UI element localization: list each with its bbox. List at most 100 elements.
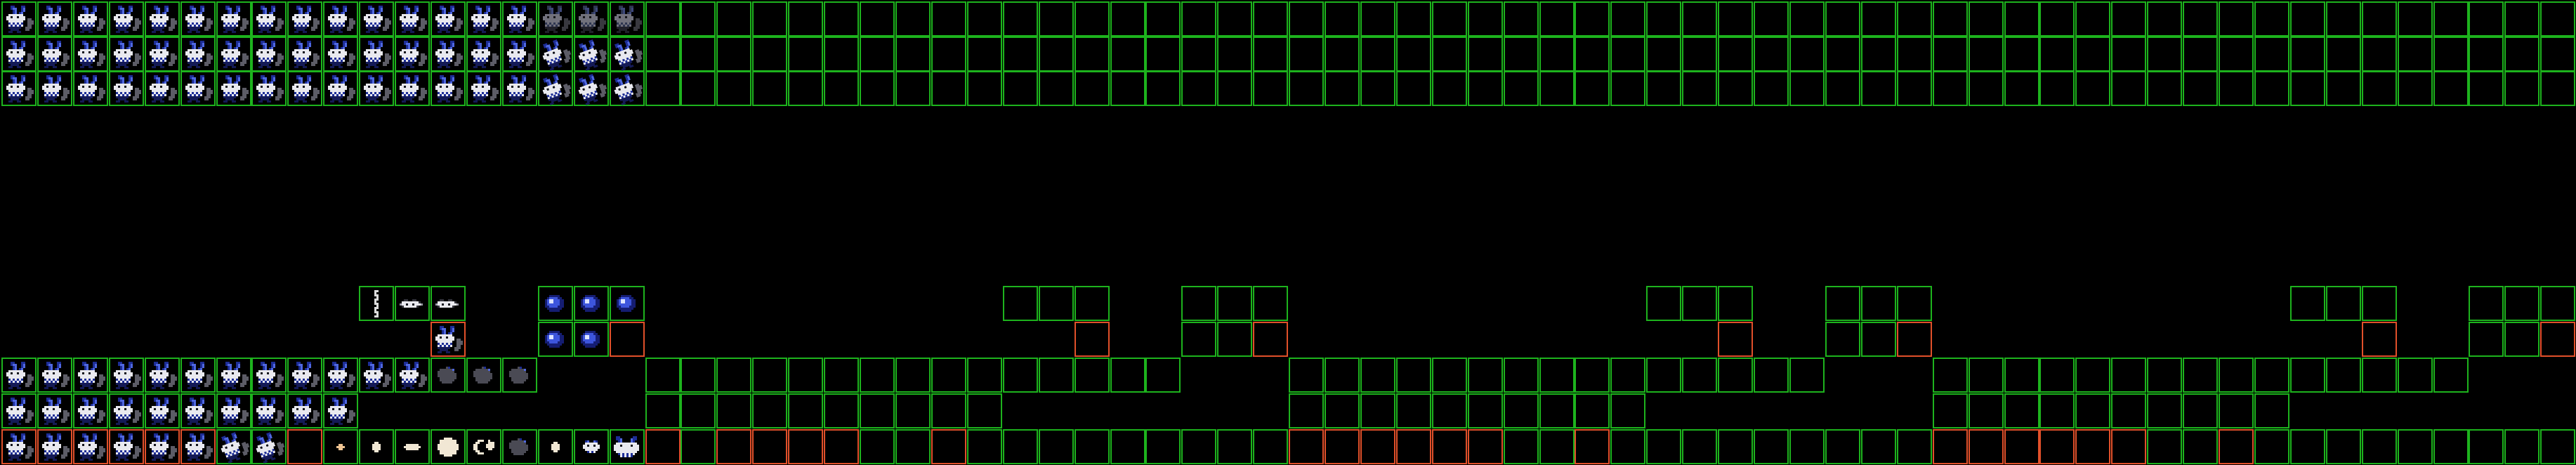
sheet-cell[interactable] bbox=[145, 71, 180, 106]
sheet-cell[interactable] bbox=[251, 1, 287, 37]
sheet-cell[interactable] bbox=[2183, 37, 2218, 72]
sheet-cell[interactable] bbox=[610, 71, 645, 106]
ground-cell[interactable] bbox=[2398, 358, 2433, 393]
sheet-cell[interactable] bbox=[1539, 37, 1575, 72]
sheet-cell[interactable] bbox=[645, 37, 681, 72]
sheet-cell[interactable] bbox=[1217, 37, 1252, 72]
sheet-cell[interactable] bbox=[1933, 37, 1968, 72]
sheet-cell[interactable] bbox=[1075, 37, 1110, 72]
platform-cell[interactable] bbox=[431, 286, 466, 321]
ground-cell[interactable] bbox=[180, 429, 216, 464]
ground-cell[interactable] bbox=[73, 429, 108, 464]
platform-cell[interactable] bbox=[538, 286, 573, 321]
ground-cell[interactable] bbox=[2504, 429, 2539, 464]
sheet-cell[interactable] bbox=[1539, 71, 1575, 106]
sheet-cell[interactable] bbox=[1325, 37, 1360, 72]
sheet-cell[interactable] bbox=[287, 71, 322, 106]
sheet-cell[interactable] bbox=[1682, 1, 1717, 37]
sheet-cell[interactable] bbox=[2254, 37, 2289, 72]
sheet-cell[interactable] bbox=[2183, 1, 2218, 37]
ground-cell[interactable] bbox=[2219, 429, 2254, 464]
sheet-cell[interactable] bbox=[2398, 37, 2433, 72]
sheet-cell[interactable] bbox=[1360, 71, 1395, 106]
ground-cell[interactable] bbox=[1039, 429, 1074, 464]
sheet-cell[interactable] bbox=[431, 71, 466, 106]
ground-cell[interactable] bbox=[967, 358, 1002, 393]
sheet-cell[interactable] bbox=[1933, 71, 1968, 106]
ground-cell[interactable] bbox=[1969, 393, 2004, 428]
ground-cell[interactable] bbox=[2147, 393, 2182, 428]
sheet-cell[interactable] bbox=[895, 71, 931, 106]
sheet-cell[interactable] bbox=[2326, 37, 2361, 72]
sheet-cell[interactable] bbox=[1468, 71, 1503, 106]
platform-cell[interactable] bbox=[2504, 322, 2539, 357]
ground-cell[interactable] bbox=[2004, 393, 2039, 428]
ground-cell[interactable] bbox=[109, 358, 144, 393]
sheet-cell[interactable] bbox=[1110, 1, 1145, 37]
sheet-cell[interactable] bbox=[2398, 1, 2433, 37]
ground-cell[interactable] bbox=[716, 429, 751, 464]
ground-cell[interactable] bbox=[2433, 358, 2469, 393]
ground-cell[interactable] bbox=[2362, 429, 2397, 464]
ground-cell[interactable] bbox=[323, 429, 358, 464]
sheet-cell[interactable] bbox=[73, 1, 108, 37]
sheet-cell[interactable] bbox=[1396, 37, 1431, 72]
sheet-cell[interactable] bbox=[1754, 1, 1789, 37]
sheet-cell[interactable] bbox=[1432, 71, 1467, 106]
sheet-cell[interactable] bbox=[1897, 1, 1932, 37]
sheet-cell[interactable] bbox=[2504, 37, 2539, 72]
sheet-cell[interactable] bbox=[2004, 1, 2039, 37]
ground-cell[interactable] bbox=[1610, 429, 1645, 464]
sheet-cell[interactable] bbox=[2290, 71, 2325, 106]
sheet-cell[interactable] bbox=[931, 71, 966, 106]
platform-cell[interactable] bbox=[1825, 322, 1860, 357]
ground-cell[interactable] bbox=[1075, 358, 1110, 393]
sheet-cell[interactable] bbox=[2039, 71, 2075, 106]
sheet-cell[interactable] bbox=[1610, 71, 1645, 106]
sheet-cell[interactable] bbox=[752, 37, 787, 72]
ground-cell[interactable] bbox=[824, 358, 859, 393]
sheet-cell[interactable] bbox=[37, 1, 72, 37]
ground-cell[interactable] bbox=[1360, 429, 1395, 464]
sheet-cell[interactable] bbox=[1575, 1, 1610, 37]
ground-cell[interactable] bbox=[1504, 429, 1539, 464]
ground-cell[interactable] bbox=[895, 358, 931, 393]
sheet-cell[interactable] bbox=[1253, 37, 1288, 72]
ground-cell[interactable] bbox=[538, 429, 573, 464]
ground-cell[interactable] bbox=[359, 429, 394, 464]
sheet-cell[interactable] bbox=[359, 37, 394, 72]
platform-cell[interactable] bbox=[2504, 286, 2539, 321]
sheet-cell[interactable] bbox=[1039, 71, 1074, 106]
sheet-cell[interactable] bbox=[860, 71, 895, 106]
ground-cell[interactable] bbox=[2004, 358, 2039, 393]
sheet-cell[interactable] bbox=[788, 1, 823, 37]
platform-cell[interactable] bbox=[1861, 322, 1896, 357]
platform-cell[interactable] bbox=[1718, 322, 1753, 357]
ground-cell[interactable] bbox=[2290, 358, 2325, 393]
sheet-cell[interactable] bbox=[180, 37, 216, 72]
ground-cell[interactable] bbox=[1575, 358, 1610, 393]
sheet-cell[interactable] bbox=[180, 71, 216, 106]
ground-cell[interactable] bbox=[1754, 429, 1789, 464]
sheet-cell[interactable] bbox=[1325, 71, 1360, 106]
sheet-cell[interactable] bbox=[1682, 71, 1717, 106]
sheet-cell[interactable] bbox=[2147, 1, 2182, 37]
sheet-cell[interactable] bbox=[466, 71, 501, 106]
sheet-cell[interactable] bbox=[2147, 71, 2182, 106]
sheet-cell[interactable] bbox=[2075, 37, 2110, 72]
ground-cell[interactable] bbox=[1682, 358, 1717, 393]
platform-cell[interactable] bbox=[1217, 286, 1252, 321]
ground-cell[interactable] bbox=[2326, 358, 2361, 393]
sheet-cell[interactable] bbox=[2254, 1, 2289, 37]
ground-cell[interactable] bbox=[681, 429, 716, 464]
sheet-cell[interactable] bbox=[824, 37, 859, 72]
ground-cell[interactable] bbox=[2540, 429, 2575, 464]
ground-cell[interactable] bbox=[2039, 393, 2075, 428]
ground-cell[interactable] bbox=[109, 393, 144, 428]
ground-cell[interactable] bbox=[1289, 429, 1324, 464]
ground-cell[interactable] bbox=[967, 429, 1002, 464]
platform-cell[interactable] bbox=[538, 322, 573, 357]
sheet-cell[interactable] bbox=[1110, 71, 1145, 106]
ground-cell[interactable] bbox=[1575, 429, 1610, 464]
sheet-cell[interactable] bbox=[967, 71, 1002, 106]
